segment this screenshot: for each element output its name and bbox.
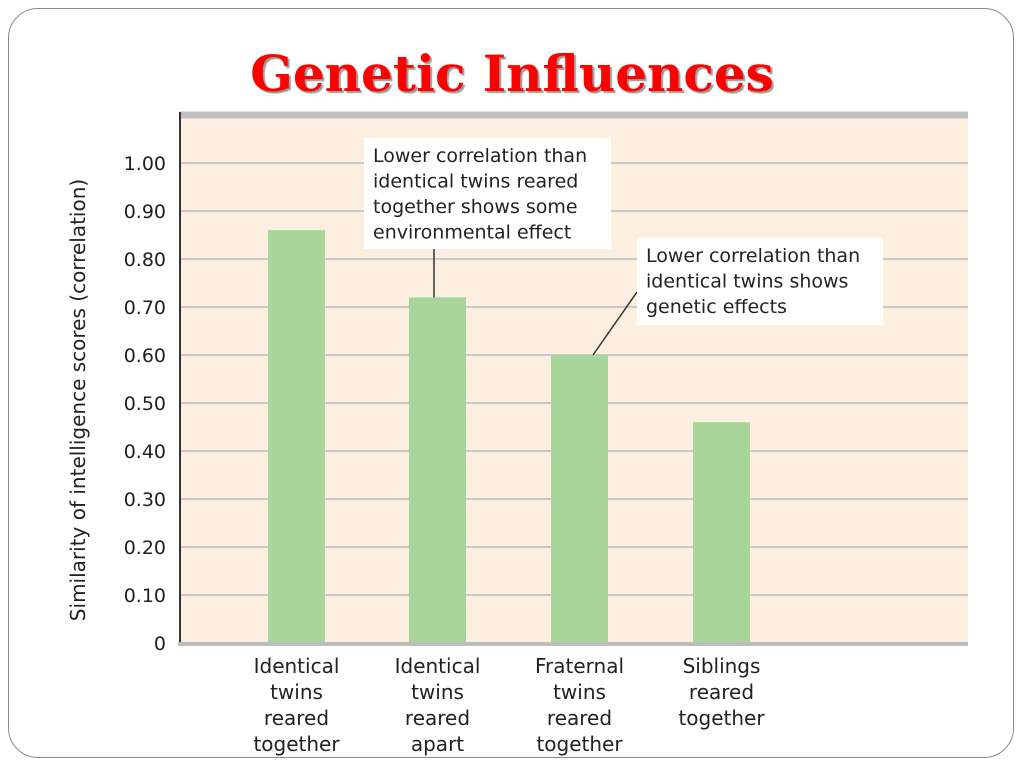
y-tick-label: 0 [154, 633, 166, 655]
category-label: Fraternal [535, 654, 624, 678]
slide-frame [8, 8, 1014, 758]
category-labels: IdenticaltwinsrearedtogetherIdenticaltwi… [253, 654, 765, 756]
y-axis-label: Similarity of intelligence scores (corre… [66, 179, 90, 621]
category-label: together [253, 732, 340, 756]
y-tick-label: 0.10 [124, 585, 166, 607]
bar [693, 422, 750, 643]
category-label: Siblings [683, 654, 761, 678]
category-label: reared [547, 706, 612, 730]
callout-box [364, 138, 611, 249]
bars [268, 230, 750, 643]
category-label: together [678, 706, 765, 730]
callout-text: Lower correlation than [373, 145, 587, 167]
category-label: reared [405, 706, 470, 730]
category-label: reared [264, 706, 329, 730]
category-label: together [536, 732, 623, 756]
category-label: twins [411, 680, 464, 704]
y-tick-label: 0.70 [124, 297, 166, 319]
bar [268, 230, 325, 643]
annotations: Lower correlation than identical twins re… [364, 138, 883, 356]
callout-text: Lower correlation than [646, 245, 860, 267]
category-label: twins [270, 680, 323, 704]
y-tick-label: 0.80 [124, 249, 166, 271]
y-tick-label: 0.30 [124, 489, 166, 511]
y-tick-labels: 1.00 0.90 0.80 0.70 0.60 0.50 0.40 0.30 0.20 0.10… [124, 153, 166, 655]
callout-box [637, 238, 883, 325]
category-label: apart [411, 732, 464, 756]
category-label: reared [689, 680, 754, 704]
callout-text: identical twins shows [646, 271, 848, 293]
y-tick-label: 0.50 [124, 393, 166, 415]
y-tick-label: 1.00 [124, 153, 166, 175]
category-label: Identical [254, 654, 340, 678]
callout-text: together shows some [373, 196, 578, 218]
category-label: Identical [395, 654, 481, 678]
slide-title: Genetic Influences [250, 44, 774, 103]
callout-leader-line [592, 291, 638, 356]
callout-text: identical twins reared [373, 171, 578, 193]
callout-text: environmental effect [373, 222, 571, 244]
category-label: twins [553, 680, 606, 704]
bar [551, 355, 608, 643]
y-tick-label: 0.60 [124, 345, 166, 367]
callout-text: genetic effects [646, 296, 787, 318]
y-tick-label: 0.40 [124, 441, 166, 463]
y-tick-label: 0.20 [124, 537, 166, 559]
y-tick-label: 0.90 [124, 201, 166, 223]
bar [409, 297, 466, 643]
